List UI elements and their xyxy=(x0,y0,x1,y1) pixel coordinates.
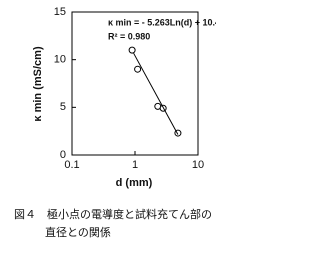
annotation: R² = 0.980 xyxy=(108,31,150,41)
caption: 直径との関係 xyxy=(45,225,111,239)
x-tick-label: 0.1 xyxy=(64,159,79,171)
x-tick-label: 1 xyxy=(132,159,138,171)
fit-line xyxy=(133,52,179,135)
chart: κ min = - 5.263Ln(d) + 10.407 R² = 0.980… xyxy=(14,6,216,239)
x-axis-label: d (mm) xyxy=(116,177,153,189)
y-tick-label: 15 xyxy=(54,6,66,18)
annotation: κ min = - 5.263Ln(d) + 10.407 xyxy=(108,17,216,27)
y-axis-label: κ min (mS/cm) xyxy=(32,46,44,122)
page: {"chart_data": {"type": "scatter", "anno… xyxy=(14,5,216,239)
data-point xyxy=(134,65,142,73)
x-tick-label: 10 xyxy=(192,159,204,171)
y-tick-label: 10 xyxy=(54,54,66,66)
caption: 図４ 極小点の電導度と試料充てん部の xyxy=(14,207,212,221)
y-tick-label: 0 xyxy=(60,149,66,161)
y-tick-label: 5 xyxy=(60,101,66,113)
data-point xyxy=(128,46,136,54)
